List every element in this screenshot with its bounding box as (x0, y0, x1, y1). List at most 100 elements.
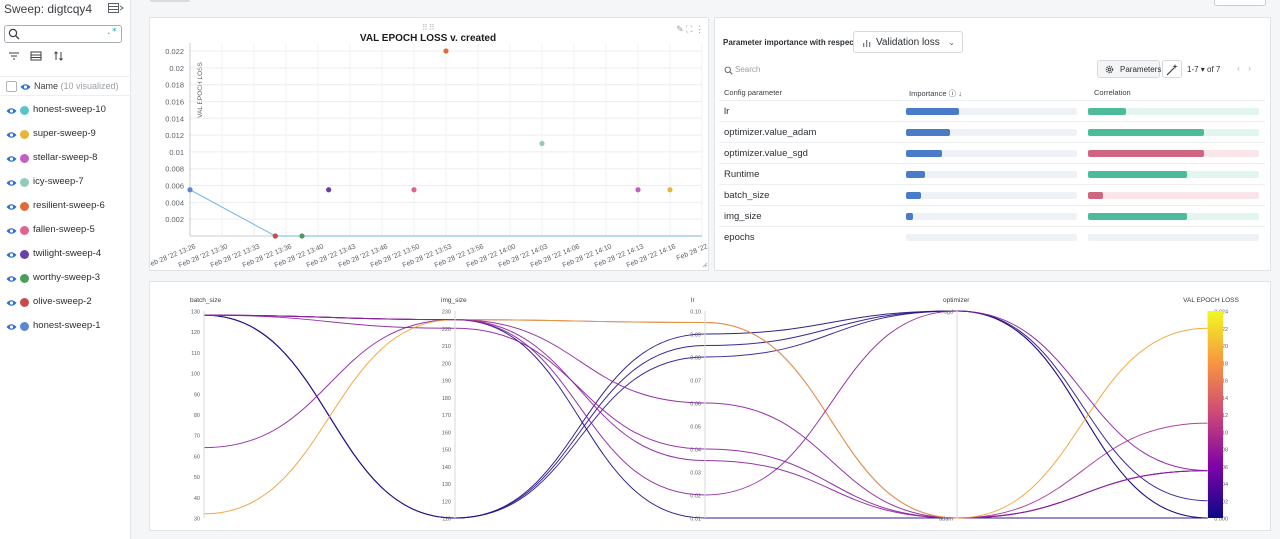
scatter-point[interactable] (635, 187, 641, 193)
axis-tick-label: 0.10 (690, 310, 701, 316)
importance-bar-fill (906, 213, 913, 220)
more-icon[interactable]: ⋮ (695, 24, 704, 34)
run-line[interactable] (203, 319, 1209, 519)
run-row[interactable]: twilight-sweep-4 (0, 243, 131, 267)
run-name[interactable]: honest-sweep-10 (33, 104, 106, 115)
eye-icon[interactable] (6, 299, 17, 307)
pagination-arrows[interactable]: ‹› (1237, 63, 1259, 73)
run-row[interactable]: super-sweep-9 (0, 123, 131, 147)
filter-icon[interactable] (8, 50, 20, 62)
panel-section-title-fragment (150, 0, 190, 2)
run-row[interactable]: icy-sweep-7 (0, 171, 131, 195)
eye-icon[interactable] (6, 203, 17, 211)
importance-bar-fill (906, 150, 942, 157)
fullscreen-icon[interactable]: ⛶ (686, 24, 693, 34)
eye-icon[interactable] (6, 179, 17, 187)
scatter-point[interactable] (411, 187, 417, 193)
eye-icon[interactable] (6, 107, 17, 115)
run-row[interactable]: resilient-sweep-6 (0, 195, 131, 219)
run-line[interactable] (203, 310, 1209, 496)
importance-title: Parameter importance with respect to (723, 38, 867, 47)
run-color-dot[interactable] (20, 202, 29, 211)
scatter-point[interactable] (326, 187, 332, 193)
resize-handle-icon[interactable] (702, 262, 708, 268)
col-config-parameter[interactable]: Config parameter (724, 88, 782, 97)
run-name[interactable]: honest-sweep-1 (33, 320, 101, 331)
run-color-dot[interactable] (20, 298, 29, 307)
axis-tick-label: 170 (442, 413, 451, 419)
eye-icon[interactable] (20, 83, 31, 91)
run-name[interactable]: icy-sweep-7 (33, 176, 84, 187)
table-toggle-icon[interactable] (108, 3, 124, 15)
run-row[interactable]: olive-sweep-2 (0, 291, 131, 315)
run-color-dot[interactable] (20, 274, 29, 283)
name-column-header[interactable]: Name (10 visualized) (34, 81, 119, 91)
group-icon[interactable] (30, 50, 42, 62)
run-color-dot[interactable] (20, 178, 29, 187)
importance-bar (906, 129, 1077, 136)
run-row[interactable]: stellar-sweep-8 (0, 147, 131, 171)
run-color-dot[interactable] (20, 130, 29, 139)
scatter-point[interactable] (272, 233, 278, 239)
select-all-checkbox[interactable] (6, 81, 17, 92)
run-color-dot[interactable] (20, 322, 29, 331)
axis-tick-label: 120 (191, 330, 200, 336)
run-name[interactable]: resilient-sweep-6 (33, 200, 105, 211)
run-name[interactable]: stellar-sweep-8 (33, 152, 98, 163)
eye-icon[interactable] (6, 131, 17, 139)
scatter-point[interactable] (299, 233, 305, 239)
col-importance[interactable]: Importance ⓘ ↓ (909, 89, 962, 98)
config-parameter-name: lr (724, 106, 730, 117)
run-line[interactable] (203, 310, 1209, 519)
sort-icon[interactable] (53, 50, 65, 62)
axis-tick-label: 60 (194, 454, 200, 460)
correlation-bar (1088, 171, 1259, 178)
parameter-search-input[interactable]: Search (735, 65, 761, 74)
edit-icon[interactable]: ✎ (676, 24, 684, 34)
y-tick-label: 0.002 (165, 215, 184, 224)
regex-icon[interactable]: .* (106, 27, 117, 37)
drag-handle-icon[interactable]: ⠿⠿ (422, 23, 436, 32)
axis-tick-label: 110 (442, 517, 451, 523)
run-line[interactable] (203, 310, 1209, 519)
run-row[interactable]: honest-sweep-10 (0, 99, 131, 123)
scatter-point[interactable] (443, 48, 449, 54)
metric-select[interactable]: Validation loss ⌄ (853, 31, 963, 53)
run-name[interactable]: olive-sweep-2 (33, 296, 92, 307)
run-name[interactable]: worthy-sweep-3 (33, 272, 101, 283)
auto-param-button[interactable] (1162, 60, 1182, 78)
axis-tick-label: 130 (191, 310, 200, 316)
eye-icon[interactable] (6, 155, 17, 163)
run-line[interactable] (203, 310, 1209, 519)
eye-icon[interactable] (6, 227, 17, 235)
x-tick-label: Feb 28 '22 (676, 243, 708, 262)
top-right-button[interactable] (1214, 0, 1266, 6)
scatter-point[interactable] (667, 187, 673, 193)
scatter-chart[interactable]: VAL EPOCH LOSS v. created VAL EPOCH LOSS 0… (150, 18, 708, 270)
sweep-title: Sweep: digtcqy4 (4, 2, 93, 16)
col-correlation[interactable]: Correlation (1094, 88, 1131, 97)
run-name[interactable]: super-sweep-9 (33, 128, 96, 139)
pagination-label[interactable]: 1-7 ▾ of 7 (1187, 65, 1221, 74)
eye-icon[interactable] (6, 275, 17, 283)
run-color-dot[interactable] (20, 250, 29, 259)
run-row[interactable]: worthy-sweep-3 (0, 267, 131, 291)
parameters-button[interactable]: Parameters (1097, 60, 1161, 78)
axis-tick-label: 210 (442, 344, 451, 350)
run-color-dot[interactable] (20, 154, 29, 163)
runs-search-input[interactable]: .* (4, 25, 122, 43)
scatter-point[interactable] (187, 187, 193, 193)
run-name[interactable]: fallen-sweep-5 (33, 224, 95, 235)
run-row[interactable]: honest-sweep-1 (0, 315, 131, 339)
scatter-point[interactable] (539, 140, 545, 147)
run-color-dot[interactable] (20, 106, 29, 115)
eye-icon[interactable] (6, 251, 17, 259)
parallel-coordinates-chart[interactable]: batch_size 130 120 110 100 90 80 70 60 50 40 30 img_… (150, 282, 1270, 530)
eye-icon[interactable] (6, 323, 17, 331)
axis-tick-label: 30 (194, 517, 200, 523)
run-color-dot[interactable] (20, 226, 29, 235)
run-row[interactable]: fallen-sweep-5 (0, 219, 131, 243)
run-name[interactable]: twilight-sweep-4 (33, 248, 102, 259)
y-tick-label: 0.008 (165, 165, 184, 174)
axis-tick-label: 0.07 (690, 379, 701, 385)
